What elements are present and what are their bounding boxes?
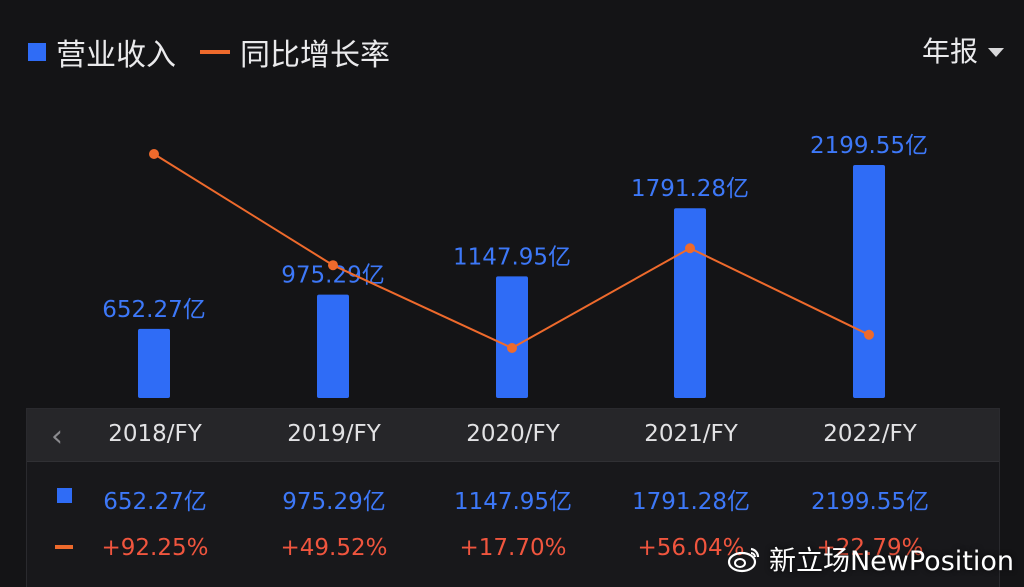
growth-point-2022/FY[interactable] bbox=[864, 329, 874, 340]
growth-dots-group bbox=[149, 149, 874, 353]
growth-cell: +49.52% bbox=[280, 535, 388, 561]
orange-line-icon bbox=[55, 545, 73, 549]
bar-2020/FY[interactable] bbox=[496, 276, 528, 398]
growth-cell: +17.70% bbox=[459, 535, 567, 561]
revenue-cell: 652.27亿 bbox=[103, 489, 207, 515]
legend-line-label: 同比增长率 bbox=[240, 38, 390, 73]
growth-point-2021/FY[interactable] bbox=[685, 243, 695, 254]
legend-line-swatch bbox=[200, 50, 230, 54]
data-table: ‹ 2018/FY 2019/FY 2020/FY 2021/FY 2022/FY 65… bbox=[26, 408, 1000, 587]
growth-cell: +92.25% bbox=[101, 535, 209, 561]
period-label: 年报 bbox=[921, 35, 978, 68]
revenue-cell: 1791.28亿 bbox=[631, 489, 751, 515]
growth-point-2020/FY[interactable] bbox=[507, 343, 517, 353]
watermark-text: 新立场NewPosition bbox=[768, 546, 1014, 577]
growth-cell: +56.04% bbox=[637, 535, 745, 561]
column-header[interactable]: 2018/FY bbox=[108, 421, 202, 447]
blue-square-icon bbox=[57, 488, 72, 503]
bar-value-label: 652.27亿 bbox=[102, 297, 205, 323]
watermark: 新立场NewPosition bbox=[727, 539, 1014, 578]
legend-bar-swatch bbox=[28, 43, 46, 61]
bar-2019/FY[interactable] bbox=[317, 294, 349, 398]
column-header[interactable]: 2019/FY bbox=[287, 421, 381, 447]
legend: 营业收入 同比增长率 bbox=[28, 30, 390, 74]
bars-group bbox=[138, 165, 885, 398]
bar-2022/FY[interactable] bbox=[853, 165, 885, 398]
bar-2021/FY[interactable] bbox=[674, 208, 706, 398]
table-header: ‹ 2018/FY 2019/FY 2020/FY 2021/FY 2022/FY bbox=[27, 409, 999, 462]
column-header[interactable]: 2021/FY bbox=[644, 421, 738, 447]
growth-cell: +22.79% bbox=[816, 535, 924, 561]
column-header[interactable]: 2022/FY bbox=[823, 421, 917, 447]
revenue-cell: 975.29亿 bbox=[282, 489, 386, 515]
bar-value-label: 1791.28亿 bbox=[631, 176, 749, 202]
column-header[interactable]: 2020/FY bbox=[466, 421, 560, 447]
growth-point-2019/FY[interactable] bbox=[328, 260, 338, 271]
weibo-icon bbox=[727, 547, 760, 572]
bar-value-label: 1147.95亿 bbox=[453, 244, 571, 270]
bar-value-label: 2199.55亿 bbox=[810, 133, 928, 159]
revenue-cell: 2199.55亿 bbox=[810, 489, 930, 515]
growth-point-2018/FY[interactable] bbox=[149, 149, 159, 159]
revenue-cell: 1147.95亿 bbox=[453, 489, 573, 515]
period-dropdown[interactable]: 年报 bbox=[922, 30, 1004, 70]
legend-bar-label: 营业收入 bbox=[56, 38, 176, 73]
caret-down-icon bbox=[988, 47, 1004, 57]
bar-2018/FY[interactable] bbox=[138, 328, 170, 398]
chevron-left-icon[interactable]: ‹ bbox=[51, 419, 63, 454]
